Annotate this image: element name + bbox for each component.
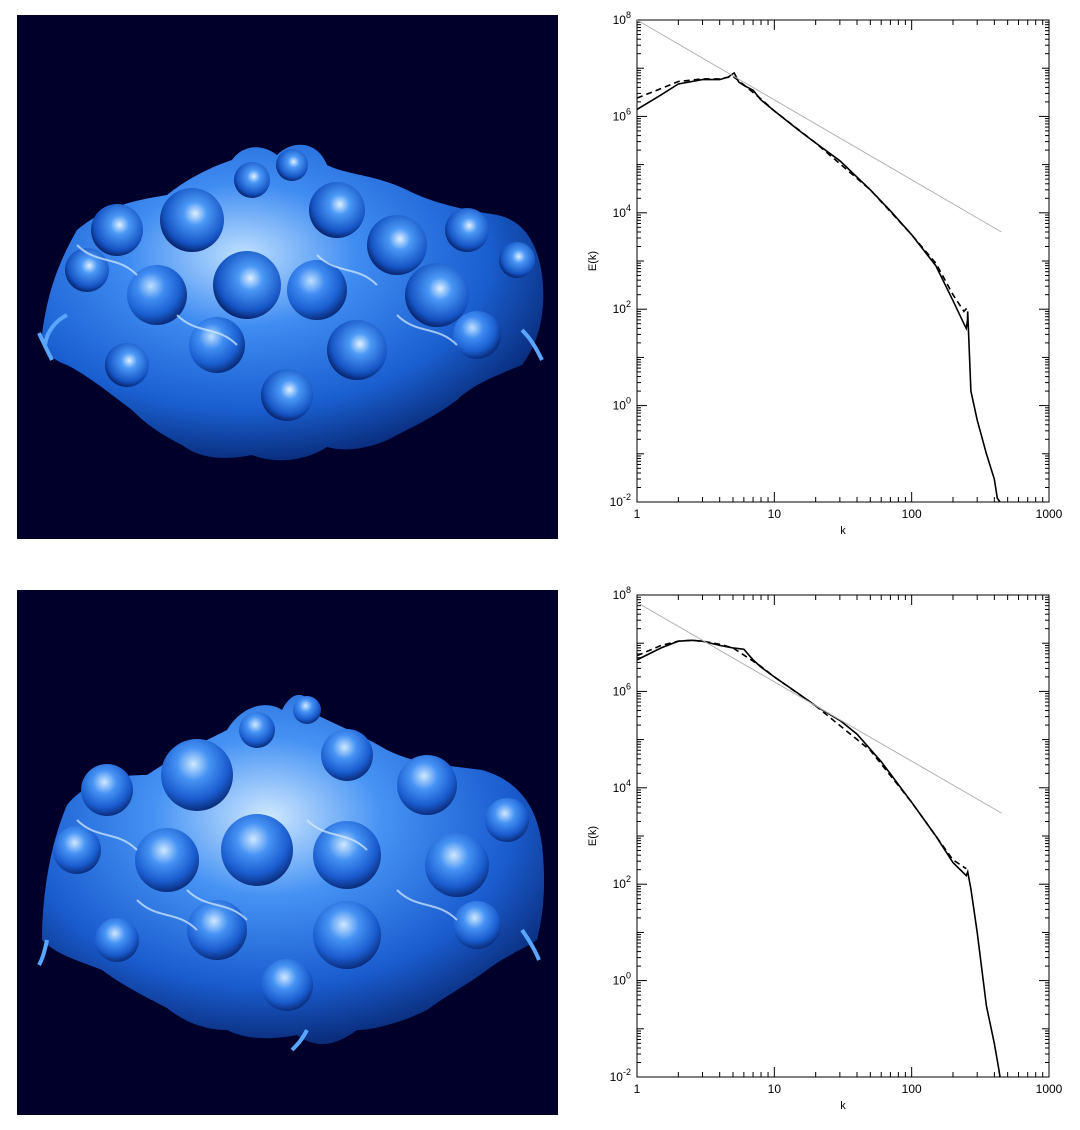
y-tick-label: 106 — [613, 106, 631, 123]
y-tick-label: 102 — [613, 874, 631, 891]
x-tick-label: 1000 — [1036, 1082, 1063, 1096]
plot-frame — [636, 19, 1050, 503]
reference-slope-line — [636, 602, 1002, 814]
energy-spectrum-chart-bottom: 1 10 100 1000 10-2 100 102 104 106 108 k E(k) — [574, 583, 1064, 1123]
y-tick-label: 104 — [613, 203, 631, 220]
plot-frame — [636, 594, 1050, 1078]
y-tick-label: 10-2 — [610, 492, 631, 509]
x-tick-label: 10 — [768, 507, 782, 521]
energy-spectrum-plot: 1 10 100 1000 10-2 100 102 104 106 108 k E(k) — [587, 10, 1063, 537]
turbulence-render-bottom — [17, 590, 558, 1115]
y-tick-label: 100 — [613, 396, 631, 413]
x-tick-label: 1 — [634, 507, 641, 521]
reference-slope-line — [636, 19, 1002, 233]
x-tick-label: 1000 — [1036, 507, 1063, 521]
x-tick-label: 10 — [768, 1082, 782, 1096]
y-tick-label: 10-2 — [610, 1067, 631, 1084]
x-axis-label: k — [840, 525, 846, 537]
x-tick-label: 100 — [902, 1082, 922, 1096]
y-tick-label: 104 — [613, 778, 631, 795]
turbulent-fluid-volume-rendering-icon — [37, 144, 544, 461]
solid-spectrum-line — [636, 71, 1001, 503]
y-tick-label: 100 — [613, 971, 631, 988]
y-tick-label: 108 — [613, 585, 631, 602]
y-tick-label: 102 — [613, 299, 631, 316]
turbulence-render-top — [17, 15, 558, 539]
turbulent-fluid-volume-rendering-icon — [37, 694, 545, 1052]
x-axis-label: k — [840, 1100, 846, 1112]
energy-spectrum-chart-top: 1 10 100 1000 10-2 100 102 104 106 108 k E(k) — [574, 8, 1064, 548]
dashed-spectrum-line — [636, 639, 967, 870]
dashed-spectrum-line — [636, 75, 969, 313]
solid-spectrum-line — [636, 639, 1001, 1078]
y-tick-label: 108 — [613, 10, 631, 27]
energy-spectrum-plot: 1 10 100 1000 10-2 100 102 104 106 108 k E(k) — [587, 585, 1063, 1112]
x-tick-label: 1 — [634, 1082, 641, 1096]
y-axis-label: E(k) — [587, 826, 599, 846]
y-tick-label: 106 — [613, 681, 631, 698]
y-axis-label: E(k) — [587, 251, 599, 271]
x-tick-label: 100 — [902, 507, 922, 521]
